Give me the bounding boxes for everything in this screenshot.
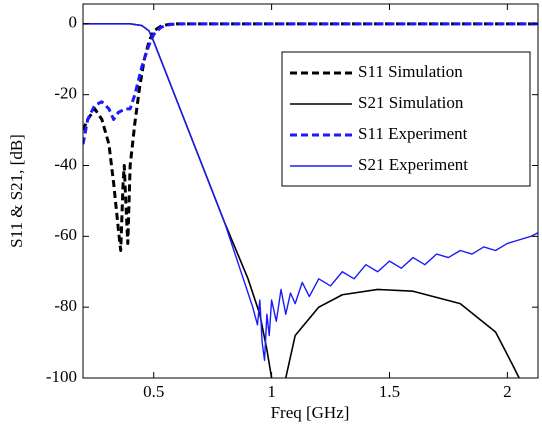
x-tick-label: 1.5 xyxy=(379,382,400,401)
y-tick-label: -100 xyxy=(46,367,77,386)
series-line xyxy=(83,23,538,361)
y-axis-label: S11 & S21, [dB] xyxy=(7,134,26,248)
y-tick-label: -60 xyxy=(54,225,77,244)
legend-label: S21 Experiment xyxy=(358,155,468,174)
plot-area xyxy=(83,22,538,378)
legend-label: S11 Simulation xyxy=(358,62,463,81)
x-tick-label: 2 xyxy=(503,382,512,401)
y-tick-label: -20 xyxy=(54,84,77,103)
y-tick-label: 0 xyxy=(69,13,78,32)
series-line xyxy=(83,22,538,145)
y-tick-label: -40 xyxy=(54,154,77,173)
x-tick-label: 0.5 xyxy=(143,382,164,401)
x-axis-label: Freq [GHz] xyxy=(271,403,350,422)
legend-label: S11 Experiment xyxy=(358,124,468,143)
axes-frame xyxy=(82,3,539,379)
x-tick-label: 1 xyxy=(267,382,276,401)
y-tick-label: -80 xyxy=(54,296,77,315)
legend-label: S21 Simulation xyxy=(358,93,464,112)
